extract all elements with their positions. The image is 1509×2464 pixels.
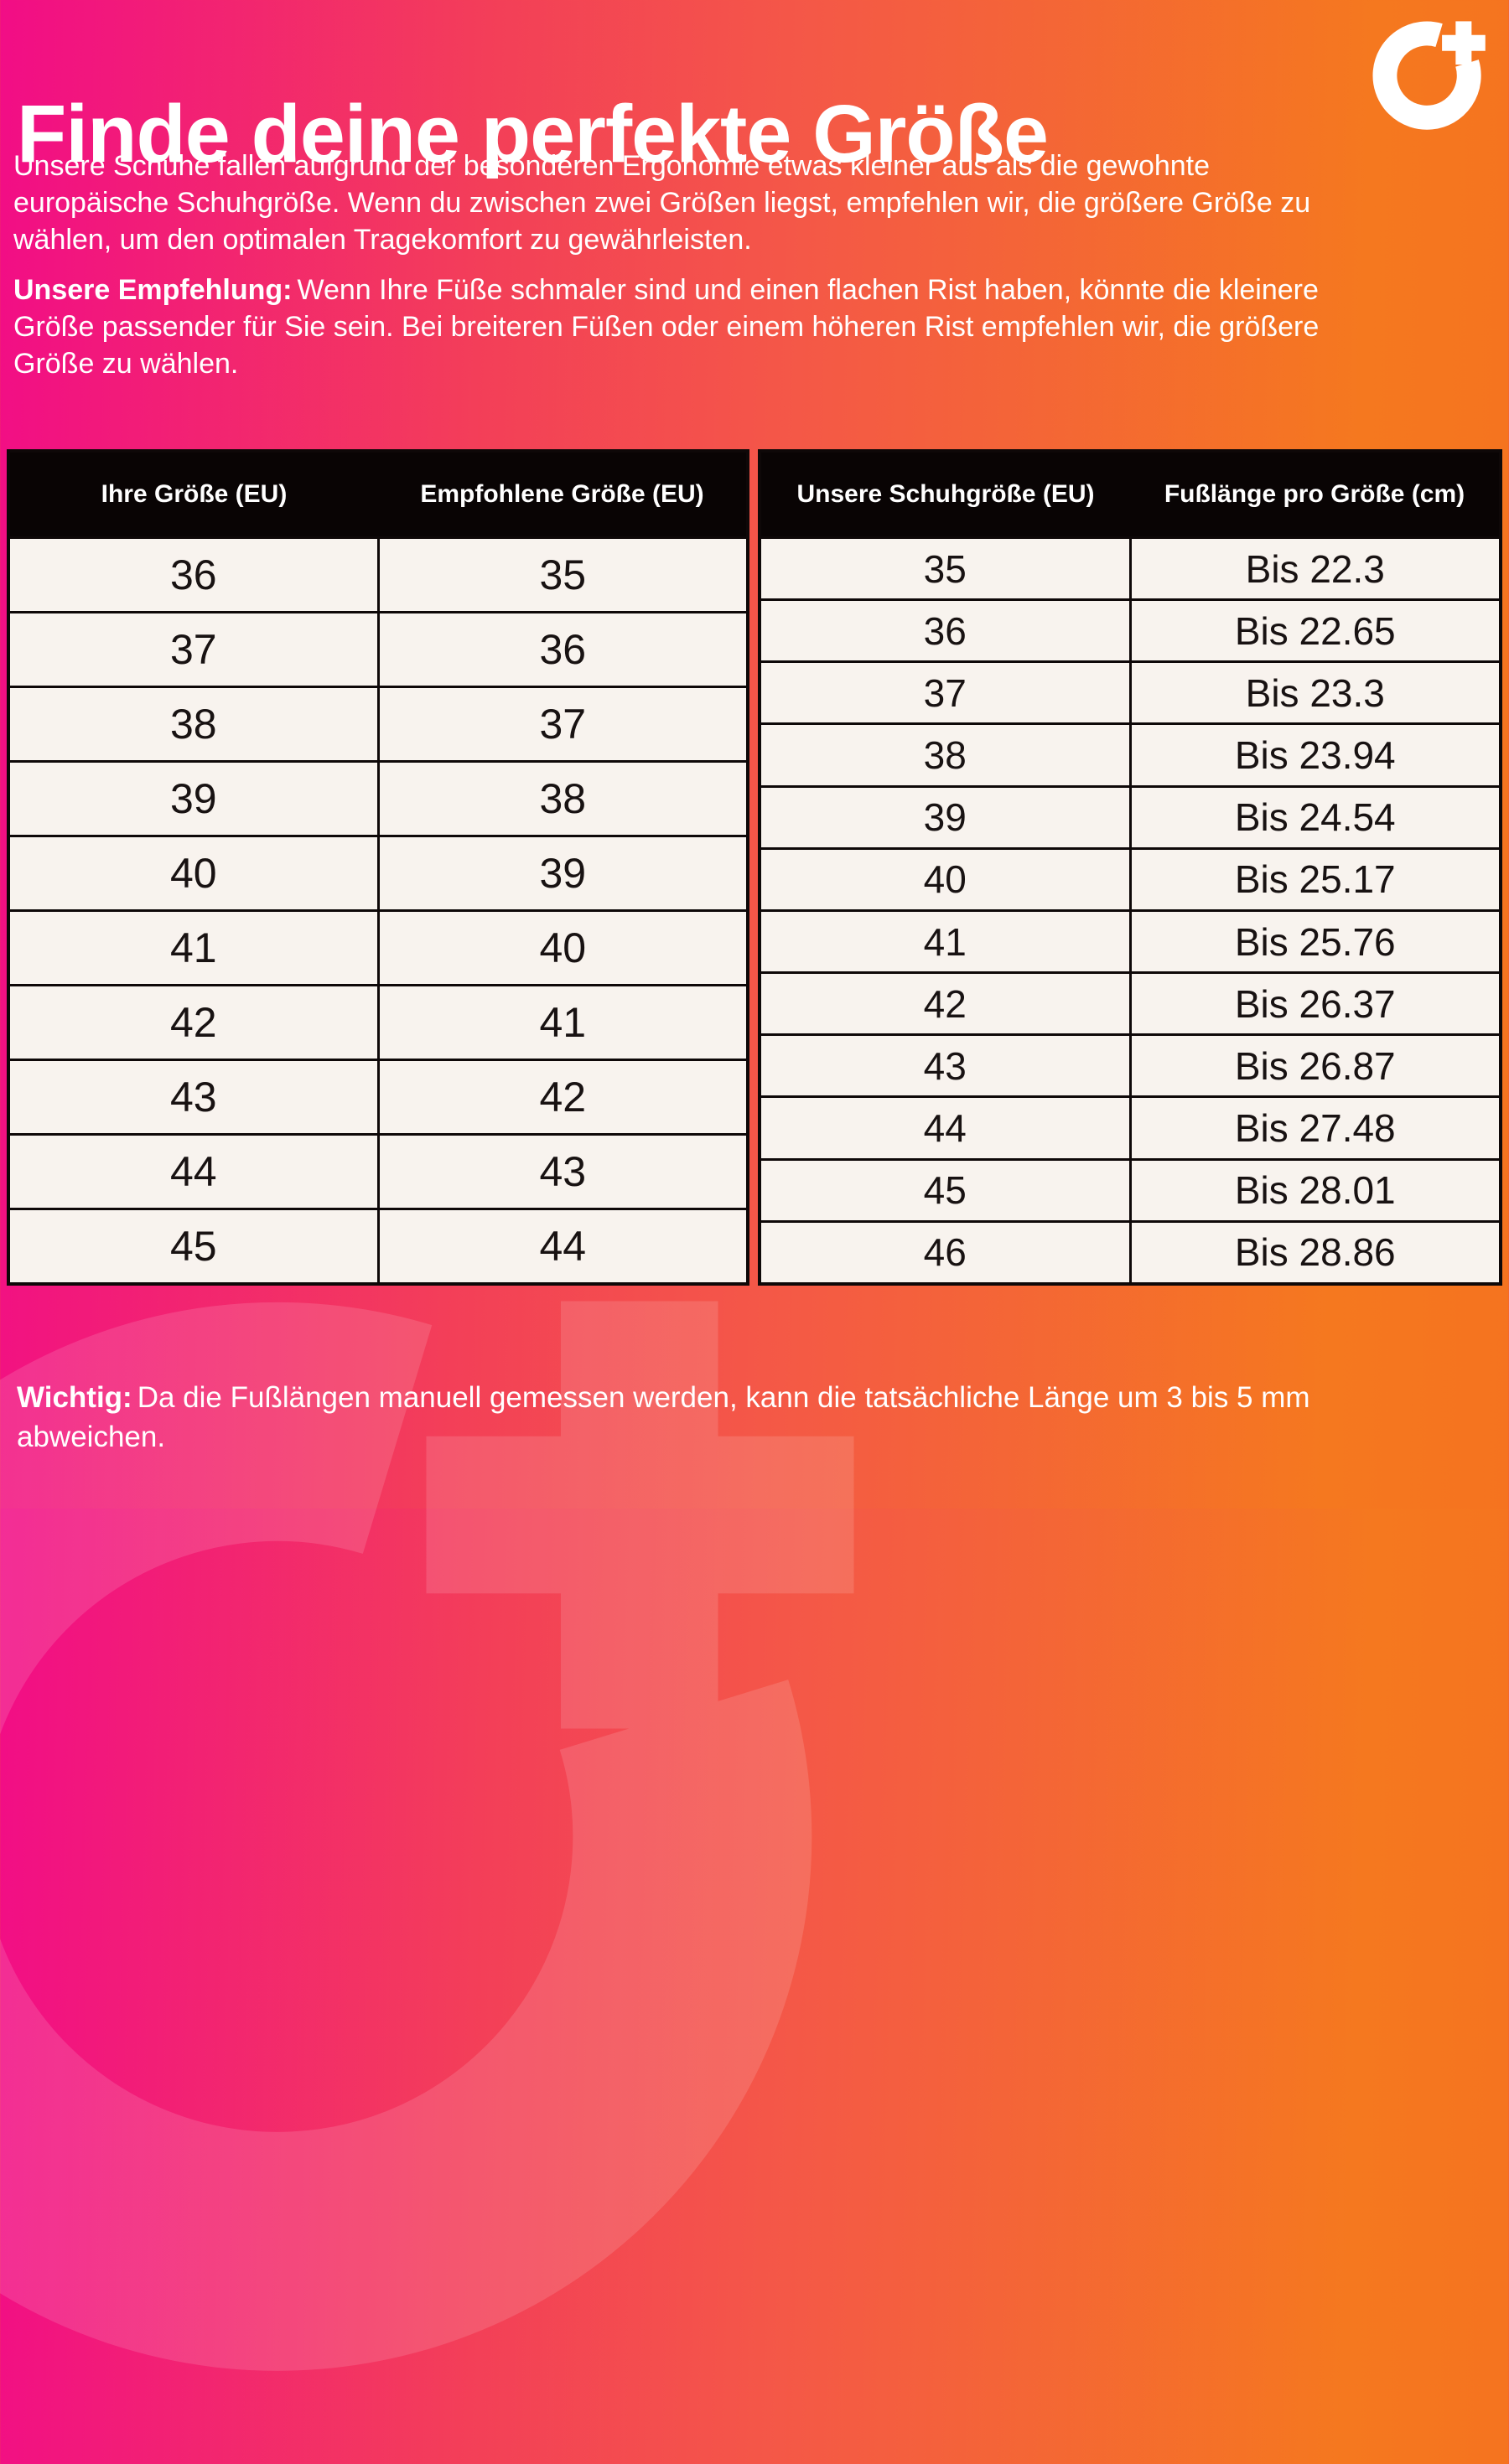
table-row: 45 44 (7, 1208, 749, 1286)
length-cell: Bis 23.3 (1128, 660, 1502, 726)
table-row: 42 Bis 26.37 (758, 971, 1502, 1037)
table-header-row: Unsere Schuhgröße (EU) Fußlänge pro Größ… (760, 451, 1501, 538)
intro-text: Unsere Schuhe fallen aufgrund der besond… (13, 150, 1311, 256)
size-cell: 39 (7, 760, 380, 837)
table-row: 37 Bis 23.3 (758, 660, 1502, 726)
table-row: 42 41 (7, 984, 749, 1061)
size-cell: 38 (7, 686, 380, 763)
table-row: 36 Bis 22.65 (758, 598, 1502, 664)
size-cell: 44 (7, 1133, 380, 1210)
length-cell: Bis 22.65 (1128, 598, 1502, 664)
table-row: 41 40 (7, 909, 749, 986)
size-cell: 40 (7, 835, 380, 912)
size-cell: 37 (758, 660, 1132, 726)
size-cell: 35 (376, 536, 749, 613)
column-header-foot-length: Fußlänge pro Größe (cm) (1130, 451, 1501, 538)
size-cell: 39 (758, 784, 1132, 850)
length-cell: Bis 28.86 (1128, 1219, 1502, 1286)
size-cell: 38 (376, 760, 749, 837)
table-row: 40 39 (7, 835, 749, 912)
length-cell: Bis 22.3 (1128, 536, 1502, 602)
table-header-row: Ihre Größe (EU) Empfohlene Größe (EU) (8, 451, 748, 538)
footer-note-label: Wichtig: (17, 1381, 132, 1414)
table-row: 35 Bis 22.3 (758, 536, 1502, 602)
page-title: Finde deine perfekte Größe (17, 87, 1049, 179)
size-cell: 37 (7, 611, 380, 688)
column-header-recommended-size: Empfohlene Größe (EU) (378, 451, 748, 538)
table-row: 44 Bis 27.48 (758, 1095, 1502, 1161)
footer-note: Wichtig: Da die Fußlängen manuell gemesse… (17, 1378, 1341, 1457)
size-cell: 41 (758, 908, 1132, 975)
table-row: 39 Bis 24.54 (758, 784, 1502, 850)
size-cell: 41 (7, 909, 380, 986)
recommendation-paragraph: Unsere Empfehlung: Wenn Ihre Füße schmale… (13, 272, 1355, 382)
length-cell: Bis 26.37 (1128, 971, 1502, 1037)
size-cell: 44 (376, 1208, 749, 1286)
size-cell: 39 (376, 835, 749, 912)
table-row: 43 42 (7, 1059, 749, 1136)
recommendation-text: Wenn Ihre Füße schmaler sind und einen f… (13, 274, 1320, 380)
length-cell: Bis 27.48 (1128, 1095, 1502, 1161)
recommendation-label: Unsere Empfehlung: (13, 274, 293, 306)
size-cell: 42 (7, 984, 380, 1061)
size-cell: 40 (376, 909, 749, 986)
table-row: 37 36 (7, 611, 749, 688)
size-cell: 42 (758, 971, 1132, 1037)
size-cell: 40 (758, 846, 1132, 912)
table-row: 45 Bis 28.01 (758, 1157, 1502, 1223)
column-header-our-shoe-size: Unsere Schuhgröße (EU) (760, 451, 1130, 538)
column-header-your-size: Ihre Größe (EU) (8, 451, 378, 538)
size-conversion-table-header: Ihre Größe (EU) Empfohlene Größe (EU) (8, 451, 748, 538)
length-cell: Bis 23.94 (1128, 722, 1502, 788)
size-cell: 45 (7, 1208, 380, 1286)
length-cell: Bis 28.01 (1128, 1157, 1502, 1223)
table-row: 38 Bis 23.94 (758, 722, 1502, 788)
table-row: 46 Bis 28.86 (758, 1219, 1502, 1286)
size-cell: 43 (758, 1033, 1132, 1099)
table-row: 36 35 (7, 536, 749, 613)
circle-plus-logo-icon (1372, 21, 1486, 130)
size-conversion-table: Ihre Größe (EU) Empfohlene Größe (EU) 36… (7, 449, 749, 1286)
size-cell: 37 (376, 686, 749, 763)
foot-length-table: Unsere Schuhgröße (EU) Fußlänge pro Größ… (758, 449, 1502, 1286)
table-row: 40 Bis 25.17 (758, 846, 1502, 912)
table-row: 44 43 (7, 1133, 749, 1210)
length-cell: Bis 25.17 (1128, 846, 1502, 912)
table-row: 38 37 (7, 686, 749, 763)
length-cell: Bis 26.87 (1128, 1033, 1502, 1099)
size-guide-poster: { "page": { "title": "Finde deine perfek… (0, 0, 1509, 1509)
size-cell: 45 (758, 1157, 1132, 1223)
size-cell: 36 (7, 536, 380, 613)
table-row: 41 Bis 25.76 (758, 908, 1502, 975)
length-cell: Bis 25.76 (1128, 908, 1502, 975)
table-row: 39 38 (7, 760, 749, 837)
size-cell: 36 (376, 611, 749, 688)
size-cell: 41 (376, 984, 749, 1061)
size-cell: 42 (376, 1059, 749, 1136)
size-cell: 43 (7, 1059, 380, 1136)
length-cell: Bis 24.54 (1128, 784, 1502, 850)
size-cell: 43 (376, 1133, 749, 1210)
size-cell: 38 (758, 722, 1132, 788)
size-cell: 44 (758, 1095, 1132, 1161)
size-cell: 46 (758, 1219, 1132, 1286)
size-tables-section: Ihre Größe (EU) Empfohlene Größe (EU) 36… (7, 449, 1502, 1286)
size-cell: 36 (758, 598, 1132, 664)
footer-note-text: Da die Fußlängen manuell gemessen werden… (17, 1381, 1310, 1453)
size-cell: 35 (758, 536, 1132, 602)
table-row: 43 Bis 26.87 (758, 1033, 1502, 1099)
foot-length-table-header: Unsere Schuhgröße (EU) Fußlänge pro Größ… (760, 451, 1501, 538)
